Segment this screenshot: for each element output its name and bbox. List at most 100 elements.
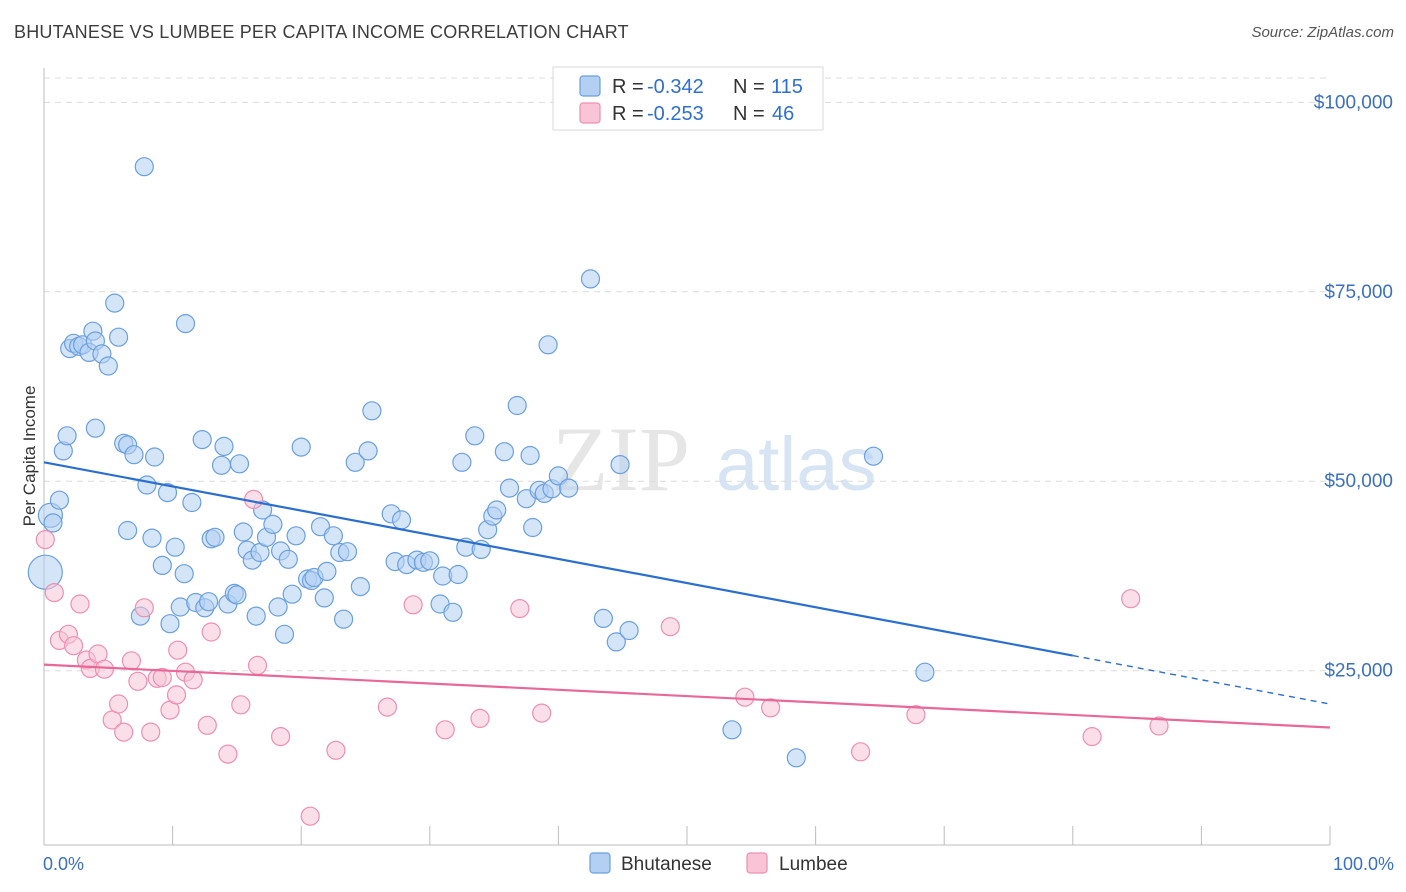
point-bhutanese-72: [345, 452, 365, 472]
legend-n-label-bhutanese: N =: [733, 76, 765, 98]
y-tick-label-75000: $75,000: [1324, 282, 1393, 303]
legend-swatch-bhutanese: [579, 75, 601, 97]
watermark-atlas: atlas: [716, 422, 877, 507]
point-bhutanese-68: [323, 526, 343, 546]
point-lumbee-41: [760, 698, 781, 718]
point-bhutanese-36: [192, 430, 212, 450]
trend-line-bhutanese-extension: [1072, 654, 1331, 705]
point-bhutanese-70: [334, 609, 354, 629]
point-lumbee-34: [403, 595, 423, 615]
point-lumbee-43: [906, 705, 926, 725]
point-bhutanese-57: [274, 624, 295, 644]
point-bhutanese-30: [165, 537, 185, 557]
point-bhutanese-78: [391, 510, 412, 530]
point-bhutanese-34: [182, 492, 202, 513]
point-bhutanese-3: [49, 490, 70, 510]
point-lumbee-45: [1121, 589, 1141, 609]
bottom-legend-label-lumbee: Lumbee: [779, 854, 848, 875]
point-lumbee-36: [470, 708, 490, 729]
point-bhutanese-73: [350, 576, 370, 597]
grid: [44, 77, 1330, 672]
point-lumbee-9: [94, 659, 115, 679]
point-bhutanese-89: [465, 426, 485, 446]
point-bhutanese-108: [606, 632, 626, 652]
point-lumbee-18: [152, 667, 172, 688]
series-legend: Bhutanese Lumbee: [589, 852, 848, 875]
stats-legend: R = -0.342 N = 115 R = -0.253 N = 46: [552, 66, 824, 131]
point-lumbee-1: [44, 582, 64, 603]
legend-r-label-bhutanese: R =: [612, 76, 644, 98]
point-bhutanese-60: [286, 526, 306, 546]
x-axis: [43, 68, 1331, 846]
point-bhutanese-38: [199, 592, 219, 612]
point-lumbee-11: [108, 694, 129, 714]
point-bhutanese-28: [157, 483, 178, 503]
point-lumbee-12: [114, 722, 134, 742]
series-lumbee-points: [35, 489, 1169, 826]
point-lumbee-44: [1082, 726, 1102, 747]
legend-n-value-lumbee: 46: [772, 103, 794, 125]
trend-line-lumbee: [43, 663, 1331, 729]
point-bhutanese-21: [117, 520, 138, 541]
point-lumbee-32: [326, 740, 346, 760]
point-bhutanese-87: [452, 452, 472, 472]
point-bhutanese-113: [863, 446, 884, 466]
legend-r-value-lumbee: -0.253: [647, 103, 704, 125]
watermark: ZIP atlas: [552, 408, 877, 510]
point-bhutanese-86: [448, 564, 468, 585]
point-bhutanese-32: [174, 564, 194, 584]
point-bhutanese-46: [229, 454, 250, 474]
trend-line-bhutanese: [43, 461, 1074, 657]
point-bhutanese-61: [291, 437, 311, 457]
point-bhutanese-82: [420, 551, 440, 571]
y-axis-tick-labels: $25,000 $50,000 $75,000 $100,000: [1314, 92, 1393, 681]
point-bhutanese-17: [108, 327, 129, 347]
point-lumbee-13: [121, 651, 141, 671]
point-bhutanese-26: [145, 447, 165, 467]
point-bhutanese-40: [205, 527, 225, 547]
point-lumbee-33: [377, 697, 397, 717]
point-lumbee-26: [218, 744, 238, 764]
point-bhutanese-102: [538, 335, 558, 355]
point-lumbee-29: [247, 655, 268, 676]
x-tick-label-min: 0.0%: [43, 854, 84, 874]
point-bhutanese-93: [487, 500, 507, 520]
point-bhutanese-47: [233, 522, 253, 542]
point-bhutanese-94: [494, 442, 514, 462]
point-bhutanese-33: [175, 314, 196, 334]
point-lumbee-25: [201, 622, 221, 642]
point-lumbee-15: [134, 598, 154, 618]
point-bhutanese-15: [105, 293, 125, 313]
point-lumbee-46: [1149, 716, 1169, 736]
point-bhutanese-0: [27, 554, 63, 590]
point-lumbee-31: [300, 806, 320, 826]
point-lumbee-20: [166, 685, 187, 705]
point-bhutanese-106: [580, 269, 601, 289]
point-lumbee-37: [510, 598, 530, 619]
point-bhutanese-45: [227, 585, 247, 605]
point-lumbee-4: [63, 636, 84, 656]
y-tick-label-50000: $50,000: [1324, 471, 1393, 492]
point-bhutanese-5: [57, 426, 77, 446]
y-axis-title: Per Capita Income: [20, 386, 39, 527]
point-lumbee-30: [271, 726, 291, 747]
trend-lines: [43, 461, 1331, 729]
point-lumbee-14: [128, 671, 148, 691]
chart-title: BHUTANESE VS LUMBEE PER CAPITA INCOME CO…: [14, 22, 629, 42]
point-lumbee-0: [35, 529, 55, 550]
point-bhutanese-114: [915, 662, 935, 682]
point-bhutanese-2: [43, 513, 63, 533]
point-bhutanese-27: [152, 555, 172, 576]
bottom-legend-swatch-lumbee: [746, 852, 768, 874]
point-bhutanese-16: [85, 418, 106, 438]
point-bhutanese-67: [317, 561, 337, 582]
legend-swatch-lumbee: [579, 102, 601, 124]
series-bhutanese-points: [27, 157, 935, 768]
point-bhutanese-104: [548, 466, 569, 486]
point-bhutanese-98: [520, 445, 540, 466]
source-credit: Source: ZipAtlas.com: [1251, 24, 1394, 41]
bottom-legend-label-bhutanese: Bhutanese: [621, 854, 712, 875]
point-lumbee-5: [70, 594, 90, 614]
point-bhutanese-14: [98, 356, 118, 376]
